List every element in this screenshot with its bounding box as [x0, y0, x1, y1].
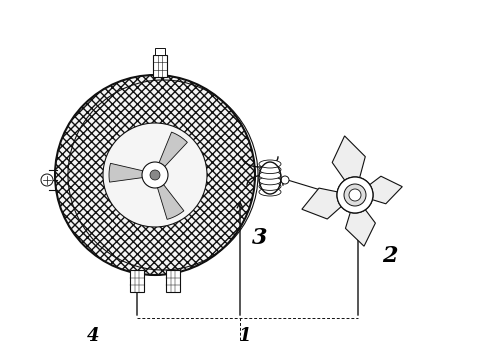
Ellipse shape [259, 171, 281, 179]
Bar [155, 48, 165, 55]
Circle shape [349, 189, 361, 201]
Ellipse shape [259, 160, 281, 168]
Polygon shape [332, 136, 365, 181]
Text: 3: 3 [252, 227, 268, 249]
Text: 1: 1 [239, 327, 251, 345]
Text: 4: 4 [87, 327, 99, 345]
Text: 2: 2 [382, 246, 398, 267]
Circle shape [337, 177, 373, 213]
Bar [153, 55, 167, 77]
Polygon shape [345, 209, 375, 246]
Ellipse shape [259, 166, 281, 174]
Polygon shape [369, 176, 402, 204]
Circle shape [142, 162, 168, 188]
Ellipse shape [259, 183, 281, 190]
Circle shape [41, 174, 53, 186]
Circle shape [281, 176, 289, 184]
Polygon shape [157, 184, 184, 219]
Polygon shape [159, 132, 187, 167]
Circle shape [150, 170, 160, 180]
Bar [166, 270, 180, 292]
Polygon shape [109, 163, 144, 182]
Ellipse shape [259, 177, 281, 185]
Circle shape [344, 184, 366, 206]
Circle shape [103, 123, 207, 227]
Circle shape [344, 184, 366, 206]
Circle shape [337, 177, 373, 213]
Bar [130, 270, 144, 292]
Circle shape [349, 189, 361, 201]
Polygon shape [302, 188, 342, 219]
Ellipse shape [259, 188, 281, 196]
Circle shape [55, 75, 255, 275]
